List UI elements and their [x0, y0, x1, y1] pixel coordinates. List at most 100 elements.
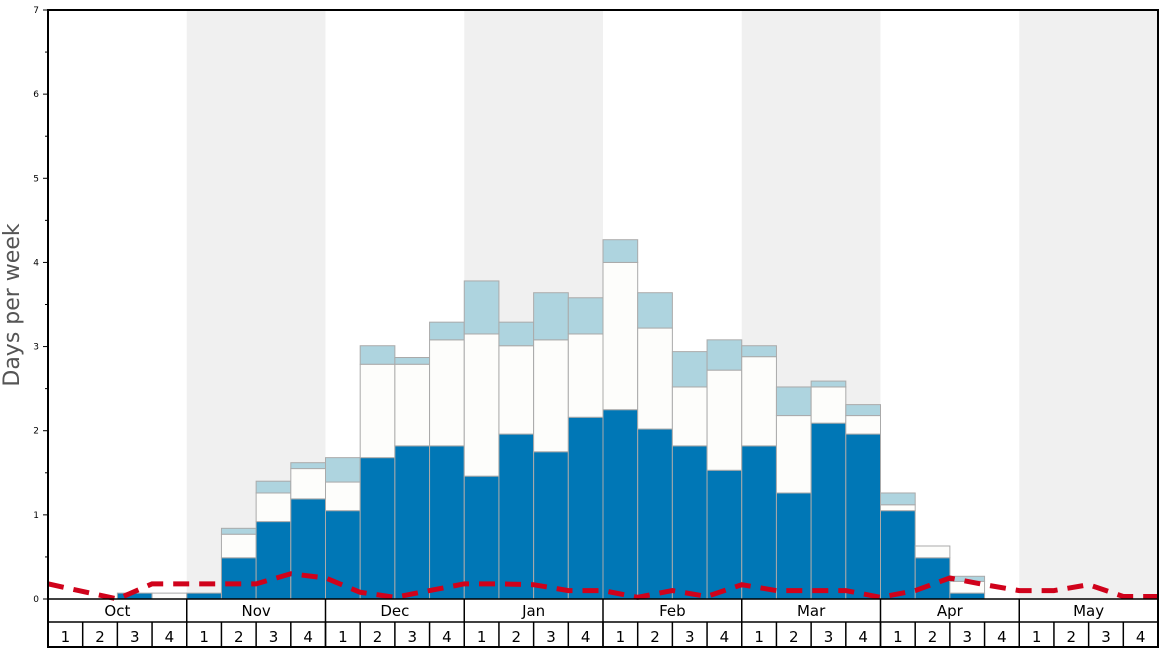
month-label-oct: Oct — [104, 602, 130, 620]
bar-white-5 — [220, 533, 257, 559]
week-label: 2 — [95, 628, 105, 646]
week-label: 1 — [199, 628, 209, 646]
bar-white-15 — [567, 333, 604, 418]
bar-white-22 — [810, 386, 847, 424]
bar-lightblue-21 — [775, 386, 812, 417]
bar-white-23 — [845, 415, 881, 435]
week-label: 2 — [789, 628, 799, 646]
week-label: 3 — [824, 628, 834, 646]
week-label: 4 — [442, 628, 452, 646]
week-label: 1 — [893, 628, 903, 646]
bar-white-17 — [637, 327, 673, 430]
bar-white-16 — [602, 261, 639, 411]
bars — [116, 239, 986, 600]
bar-blue-19 — [706, 469, 743, 600]
bar-lightblue-18 — [671, 351, 708, 388]
bar-lightblue-20 — [741, 345, 777, 358]
bar-blue-23 — [845, 433, 881, 600]
bar-white-3 — [151, 592, 188, 600]
week-label: 3 — [685, 628, 695, 646]
bar-lightblue-6 — [255, 480, 292, 494]
bar-lightblue-10 — [394, 357, 431, 365]
bar-lightblue-23 — [845, 404, 881, 417]
bar-white-24 — [880, 504, 916, 512]
week-label: 4 — [303, 628, 313, 646]
bar-white-12 — [463, 333, 500, 477]
week-label: 1 — [338, 628, 348, 646]
bar-blue-18 — [671, 445, 708, 600]
bar-white-14 — [533, 339, 569, 453]
month-label-mar: Mar — [797, 602, 826, 620]
month-label-dec: Dec — [380, 602, 409, 620]
bar-white-18 — [671, 386, 708, 447]
y-tick-label: 7 — [33, 6, 39, 16]
bar-blue-10 — [394, 445, 431, 600]
bar-blue-26 — [949, 592, 986, 600]
bar-lightblue-16 — [602, 239, 639, 263]
bar-lightblue-8 — [325, 457, 361, 483]
week-label: 3 — [962, 628, 972, 646]
week-label: 4 — [1136, 628, 1146, 646]
bar-blue-8 — [325, 510, 361, 600]
bar-lightblue-9 — [359, 345, 396, 365]
week-label: 1 — [61, 628, 71, 646]
bar-blue-21 — [775, 492, 812, 600]
bar-blue-7 — [290, 498, 326, 600]
bar-blue-16 — [602, 409, 639, 600]
bar-white-9 — [359, 363, 396, 459]
bar-blue-15 — [567, 416, 604, 600]
y-tick-label: 3 — [33, 343, 39, 353]
bar-blue-12 — [463, 475, 500, 600]
bar-lightblue-13 — [498, 321, 535, 347]
week-label: 3 — [407, 628, 417, 646]
y-tick-label: 4 — [33, 258, 39, 268]
week-label: 3 — [1101, 628, 1111, 646]
y-tick-label: 2 — [33, 427, 39, 437]
y-tick-label: 6 — [33, 90, 39, 100]
y-axis-label: Days per week — [0, 223, 25, 386]
bar-blue-17 — [637, 428, 673, 600]
bar-white-6 — [255, 492, 292, 523]
bar-lightblue-19 — [706, 339, 743, 371]
bar-blue-11 — [429, 445, 465, 600]
bar-white-13 — [498, 345, 535, 435]
bar-lightblue-7 — [290, 462, 326, 470]
y-tick-label: 0 — [33, 595, 39, 605]
month-label-nov: Nov — [241, 602, 270, 620]
week-label: 2 — [1067, 628, 1077, 646]
bar-blue-14 — [533, 451, 569, 600]
bar-blue-24 — [880, 510, 916, 600]
month-label-jan: Jan — [521, 602, 545, 620]
week-label: 2 — [373, 628, 383, 646]
bar-white-21 — [775, 415, 812, 494]
week-label: 3 — [130, 628, 140, 646]
bar-lightblue-5 — [220, 527, 257, 535]
week-label: 2 — [650, 628, 660, 646]
month-label-apr: Apr — [937, 602, 964, 620]
month-label-feb: Feb — [659, 602, 686, 620]
bar-lightblue-15 — [567, 297, 604, 335]
average-line-path — [47, 571, 1158, 602]
week-label: 1 — [754, 628, 764, 646]
bar-white-7 — [290, 468, 326, 500]
week-label: 2 — [512, 628, 522, 646]
week-label: 4 — [997, 628, 1007, 646]
bar-white-11 — [429, 339, 465, 447]
bar-lightblue-12 — [463, 280, 500, 335]
week-label: 3 — [269, 628, 279, 646]
week-label: 4 — [858, 628, 868, 646]
week-label: 4 — [720, 628, 730, 646]
bar-white-20 — [741, 356, 777, 447]
bar-lightblue-24 — [880, 492, 916, 506]
bar-lightblue-14 — [533, 292, 569, 341]
average-line — [47, 571, 1158, 602]
y-tick-label: 5 — [33, 174, 39, 184]
bar-white-19 — [706, 369, 743, 471]
axes: 0 1 2 3 4 5 6 7 Oct 1 2 3 4 Nov 1 2 3 4 Dec 1 2 3 4 Jan 1 2 3 4 Feb 1… — [33, 6, 1159, 648]
bar-lightblue-11 — [429, 321, 465, 341]
week-label: 4 — [165, 628, 175, 646]
week-label: 3 — [546, 628, 556, 646]
bar-white-10 — [394, 363, 431, 447]
week-label: 1 — [1032, 628, 1042, 646]
